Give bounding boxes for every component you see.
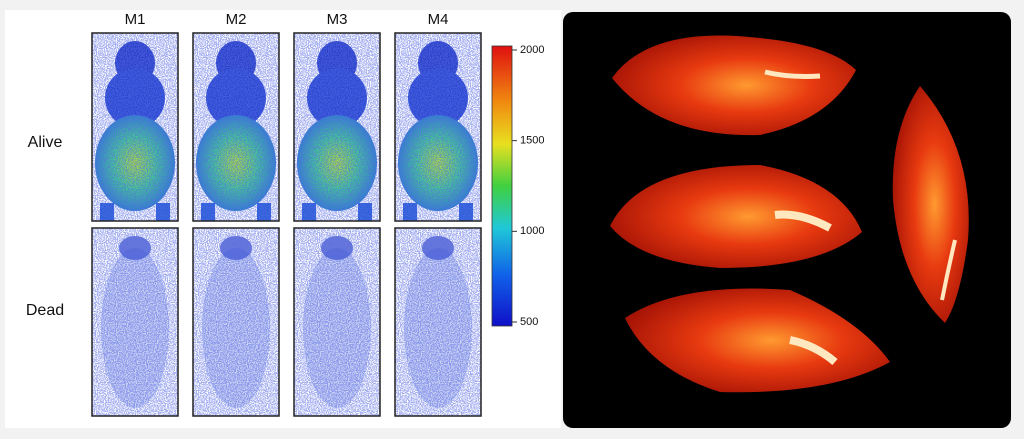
colorbar-ticks: 2000 1500 1000 500 (512, 44, 544, 328)
leaf-highlight (764, 69, 821, 79)
mouse-image (192, 32, 280, 222)
image-border (91, 227, 179, 417)
image-border (394, 227, 482, 417)
mouse-image (394, 227, 482, 417)
speckle (92, 33, 178, 221)
row-label: Dead (26, 302, 64, 319)
speckle (395, 33, 481, 221)
leaves (610, 35, 969, 393)
column-label: M3 (327, 11, 348, 28)
tick-label: 2000 (520, 44, 544, 56)
image-border (192, 32, 280, 222)
leaf-highlight (789, 336, 838, 366)
image-border (394, 32, 482, 222)
leaf (612, 35, 856, 136)
column-label: M1 (125, 11, 146, 28)
tick-label: 1000 (520, 225, 544, 237)
image-border (192, 227, 280, 417)
mouse-grid: M1 M2 M3 M4 Alive Dead (26, 11, 482, 417)
tick-label: 1500 (520, 135, 544, 147)
mouse-image (91, 227, 179, 417)
column-label: M4 (428, 11, 449, 28)
image-border (91, 32, 179, 222)
mouse-image (192, 227, 280, 417)
speckle (294, 228, 380, 416)
colorbar (491, 45, 513, 327)
leaf-highlight (774, 210, 832, 232)
speckle (193, 33, 279, 221)
image-border (293, 227, 381, 417)
speckle (92, 228, 178, 416)
image-border (293, 32, 381, 222)
speckle (294, 33, 380, 221)
speckle (193, 228, 279, 416)
leaf (625, 288, 890, 393)
mouse-image (394, 32, 482, 222)
mouse-image (91, 32, 179, 222)
row-label: Alive (28, 134, 63, 151)
column-label: M2 (226, 11, 247, 28)
tick-label: 500 (520, 316, 538, 328)
leaf (610, 165, 862, 268)
mouse-image (293, 32, 381, 222)
leaf-highlight (940, 239, 957, 301)
mouse-image (293, 227, 381, 417)
speckle (395, 228, 481, 416)
